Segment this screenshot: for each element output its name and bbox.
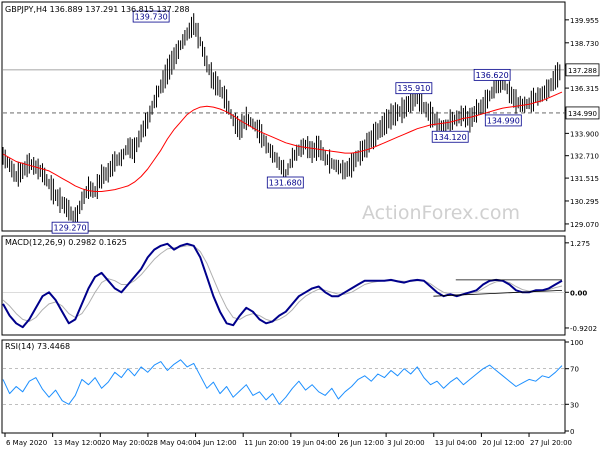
date-tick-label: 3 Jul 20:00 — [387, 439, 425, 447]
rsi-axis-tick-label: 70 — [570, 366, 579, 374]
support-level-label: 134.990 — [568, 110, 597, 118]
price-bars — [2, 13, 561, 234]
date-tick-label: 20 Jul 12:00 — [482, 439, 524, 447]
price-callout-box — [431, 130, 469, 143]
rsi-indicator-title: RSI(14) 73.4468 — [5, 342, 70, 351]
macd-axis-tick-label: 1.275 — [570, 240, 590, 248]
price-callout-box — [473, 68, 511, 81]
rsi-axis-tick-label: 30 — [570, 401, 579, 409]
price-axis-tick-label: 130.295 — [570, 198, 599, 206]
price-callout-label: 129.270 — [54, 224, 87, 233]
rsi-axis-tick-label: 0 — [570, 428, 574, 436]
price-callout-label: 139.730 — [135, 13, 168, 22]
price-callout-label: 134.120 — [434, 133, 467, 142]
price-callout-box — [51, 221, 89, 234]
price-axis-tick-label: 132.710 — [570, 153, 599, 161]
macd-indicator-title: MACD(12,26,9) 0.2982 0.1625 — [5, 238, 127, 247]
price-axis-tick-label: 133.900 — [570, 130, 599, 138]
rsi-panel-frame — [1, 339, 566, 434]
macd-line — [2, 242, 563, 329]
price-axis-tick-label: 129.070 — [570, 221, 599, 229]
price-callout-box — [484, 114, 522, 127]
price-callout-box — [266, 176, 304, 189]
macd-axis-tick-label: 0.00 — [570, 289, 587, 297]
macd-trendline — [433, 289, 563, 297]
date-tick-label: 19 Jun 04:00 — [292, 439, 336, 447]
axis-layer: 139.955138.730137.525136.315135.125133.9… — [4, 17, 600, 447]
rsi-axis-tick-label: 100 — [570, 339, 583, 347]
price-callout-label: 131.680 — [269, 179, 302, 188]
date-tick-label: 6 May 2020 — [6, 439, 47, 447]
price-axis-tick-label: 139.955 — [570, 17, 599, 25]
macd-axis-tick-label: -0.9202 — [570, 325, 597, 333]
price-panel-frame — [1, 1, 566, 232]
price-callout-box — [395, 82, 433, 95]
price-callout-label: 134.990 — [487, 116, 520, 125]
macd-panel-frame — [1, 235, 566, 336]
date-tick-label: 11 Jun 20:00 — [244, 439, 288, 447]
date-tick-label: 13 Jul 04:00 — [435, 439, 477, 447]
date-tick-label: 28 May 04:00 — [149, 439, 197, 447]
price-axis-tick-label: 136.315 — [570, 85, 599, 93]
price-axis-tick-label: 138.730 — [570, 40, 599, 48]
date-tick-label: 26 Jun 12:00 — [339, 439, 383, 447]
rsi-series-layer — [2, 359, 565, 405]
price-axis-tick-label: 131.515 — [570, 175, 599, 183]
price-series-layer: 139.730 131.680 129.270 135.910 136.620 134.9… — [2, 10, 565, 234]
current-price-label: 137.288 — [568, 67, 597, 75]
watermark-text: ActionForex.com — [362, 202, 520, 224]
rsi-line — [2, 359, 563, 405]
date-tick-label: 27 Jul 20:00 — [530, 439, 572, 447]
moving-average-line — [2, 91, 563, 192]
current-price-box — [565, 63, 600, 77]
price-callout-label: 135.910 — [397, 84, 430, 93]
price-chart-title: GBPJPY,H4 136.889 137.291 136.815 137.28… — [5, 5, 190, 14]
macd-series-layer — [2, 242, 565, 329]
date-tick-label: 13 May 12:00 — [54, 439, 102, 447]
support-level-box — [565, 106, 600, 120]
date-tick-label: 20 May 20:00 — [101, 439, 149, 447]
price-callout-label: 136.620 — [476, 71, 509, 80]
date-tick-label: 4 Jun 12:00 — [197, 439, 237, 447]
price-callout-box — [132, 10, 170, 23]
